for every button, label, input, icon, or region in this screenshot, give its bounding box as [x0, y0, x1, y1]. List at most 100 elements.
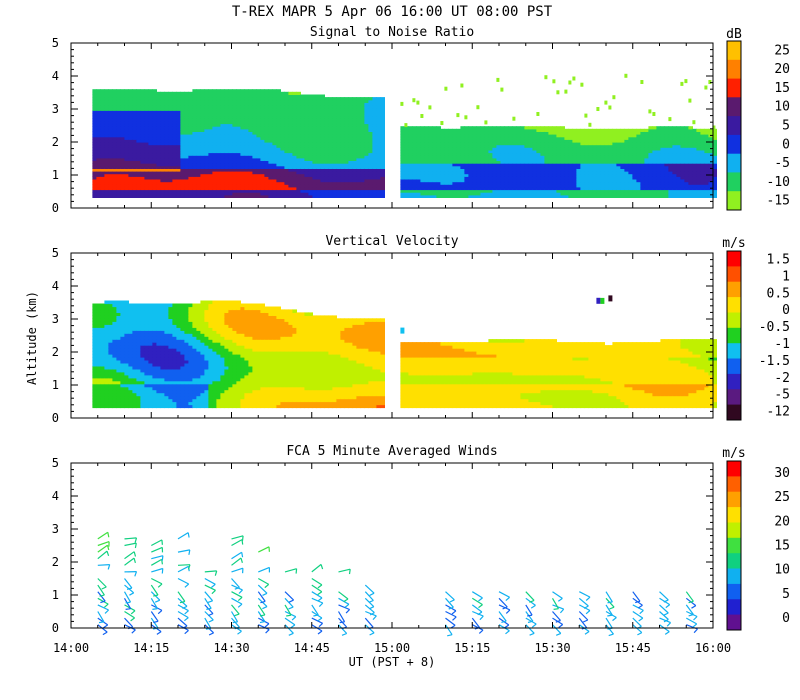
- snr-cell: [108, 126, 113, 130]
- snr-cell: [204, 155, 209, 159]
- snr-cell: [236, 152, 241, 156]
- snr-cell: [440, 160, 445, 164]
- snr-cell: [656, 126, 661, 130]
- snr-cell: [240, 163, 245, 167]
- snr-cell: [116, 189, 121, 193]
- snr-cell: [300, 152, 305, 156]
- snr-cell: [616, 168, 621, 172]
- snr-cell: [208, 94, 213, 98]
- snr-cell: [468, 173, 473, 177]
- snr-cell: [320, 157, 325, 161]
- snr-cell: [240, 139, 245, 143]
- snr-cell: [316, 136, 321, 140]
- snr-cell: [92, 110, 97, 114]
- snr-cell: [292, 160, 297, 164]
- snr-cell: [264, 142, 269, 146]
- snr-cell: [260, 147, 265, 151]
- snr-cell: [404, 142, 409, 146]
- snr-cell: [308, 126, 313, 130]
- snr-cell: [264, 102, 269, 106]
- snr-cell: [240, 91, 245, 95]
- snr-cell: [296, 102, 301, 106]
- snr-cell: [688, 165, 693, 169]
- snr-cell: [368, 105, 373, 109]
- snr-cell: [252, 189, 257, 193]
- snr-cell: [580, 128, 585, 132]
- snr-cell: [164, 165, 169, 169]
- snr-cell: [360, 192, 365, 196]
- snr-cell: [100, 171, 105, 175]
- snr-cell: [356, 139, 361, 143]
- snr-cell: [156, 115, 161, 119]
- snr-cell: [656, 179, 661, 183]
- snr-cell: [344, 110, 349, 114]
- snr-cell: [472, 136, 477, 140]
- snr-cell: [360, 102, 365, 106]
- snr-cell: [352, 157, 357, 161]
- snr-cell: [272, 181, 277, 185]
- snr-cell: [488, 189, 493, 193]
- snr-cell: [504, 128, 509, 132]
- snr-cell: [652, 165, 657, 169]
- snr-cell: [264, 139, 269, 143]
- snr-cell: [292, 115, 297, 119]
- snr-cell: [456, 192, 461, 196]
- snr-cell: [612, 168, 617, 172]
- snr-cell: [632, 189, 637, 193]
- snr-cell: [220, 176, 225, 180]
- snr-cell: [456, 168, 461, 172]
- snr-cell: [256, 155, 261, 159]
- snr-cell: [220, 144, 225, 148]
- snr-cell: [268, 184, 273, 188]
- snr-cell: [516, 184, 521, 188]
- snr-cell: [124, 149, 129, 154]
- snr-cell: [256, 173, 261, 177]
- snr-cell: [360, 184, 365, 188]
- snr-cell: [240, 113, 245, 117]
- snr-cell: [560, 155, 565, 159]
- snr-cell: [424, 139, 429, 143]
- snr-cell: [660, 149, 665, 154]
- snr-cell: [336, 168, 341, 172]
- snr-cell: [596, 139, 601, 143]
- snr-cell: [236, 97, 241, 101]
- snr-cell: [440, 149, 445, 154]
- snr-cell: [688, 194, 693, 198]
- snr-cell: [296, 160, 301, 164]
- snr-cell: [168, 126, 173, 130]
- snr-cell: [628, 168, 633, 172]
- snr-cell: [644, 192, 649, 196]
- snr-cell: [416, 173, 421, 177]
- snr-cell: [364, 152, 369, 156]
- snr-cell: [340, 118, 345, 122]
- snr-cell: [96, 152, 101, 156]
- snr-cell: [124, 194, 129, 198]
- snr-cell: [364, 105, 369, 109]
- snr-cell: [196, 99, 201, 103]
- snr-cell: [220, 115, 225, 119]
- snr-cell: [148, 152, 153, 156]
- snr-cell: [252, 128, 257, 132]
- snr-cell: [548, 189, 553, 193]
- snr-cell: [680, 139, 685, 143]
- snr-cell: [248, 184, 253, 188]
- snr-cell: [132, 136, 137, 140]
- snr-cell: [156, 110, 161, 114]
- snr-cell: [236, 173, 241, 177]
- snr-cell: [96, 89, 101, 93]
- snr-cell: [452, 144, 457, 148]
- snr-cell: [512, 136, 517, 140]
- snr-cell: [324, 186, 329, 191]
- snr-cell: [260, 149, 265, 154]
- snr-cell: [344, 149, 349, 154]
- snr-cell: [124, 115, 129, 119]
- snr-cell: [692, 171, 697, 175]
- snr-cell: [464, 168, 469, 172]
- snr-cell: [300, 142, 305, 146]
- snr-cell: [220, 152, 225, 156]
- snr-cell: [124, 123, 129, 127]
- snr-cell: [228, 94, 233, 98]
- snr-cell: [288, 186, 293, 191]
- snr-cell: [664, 184, 669, 188]
- snr-cell: [216, 115, 221, 119]
